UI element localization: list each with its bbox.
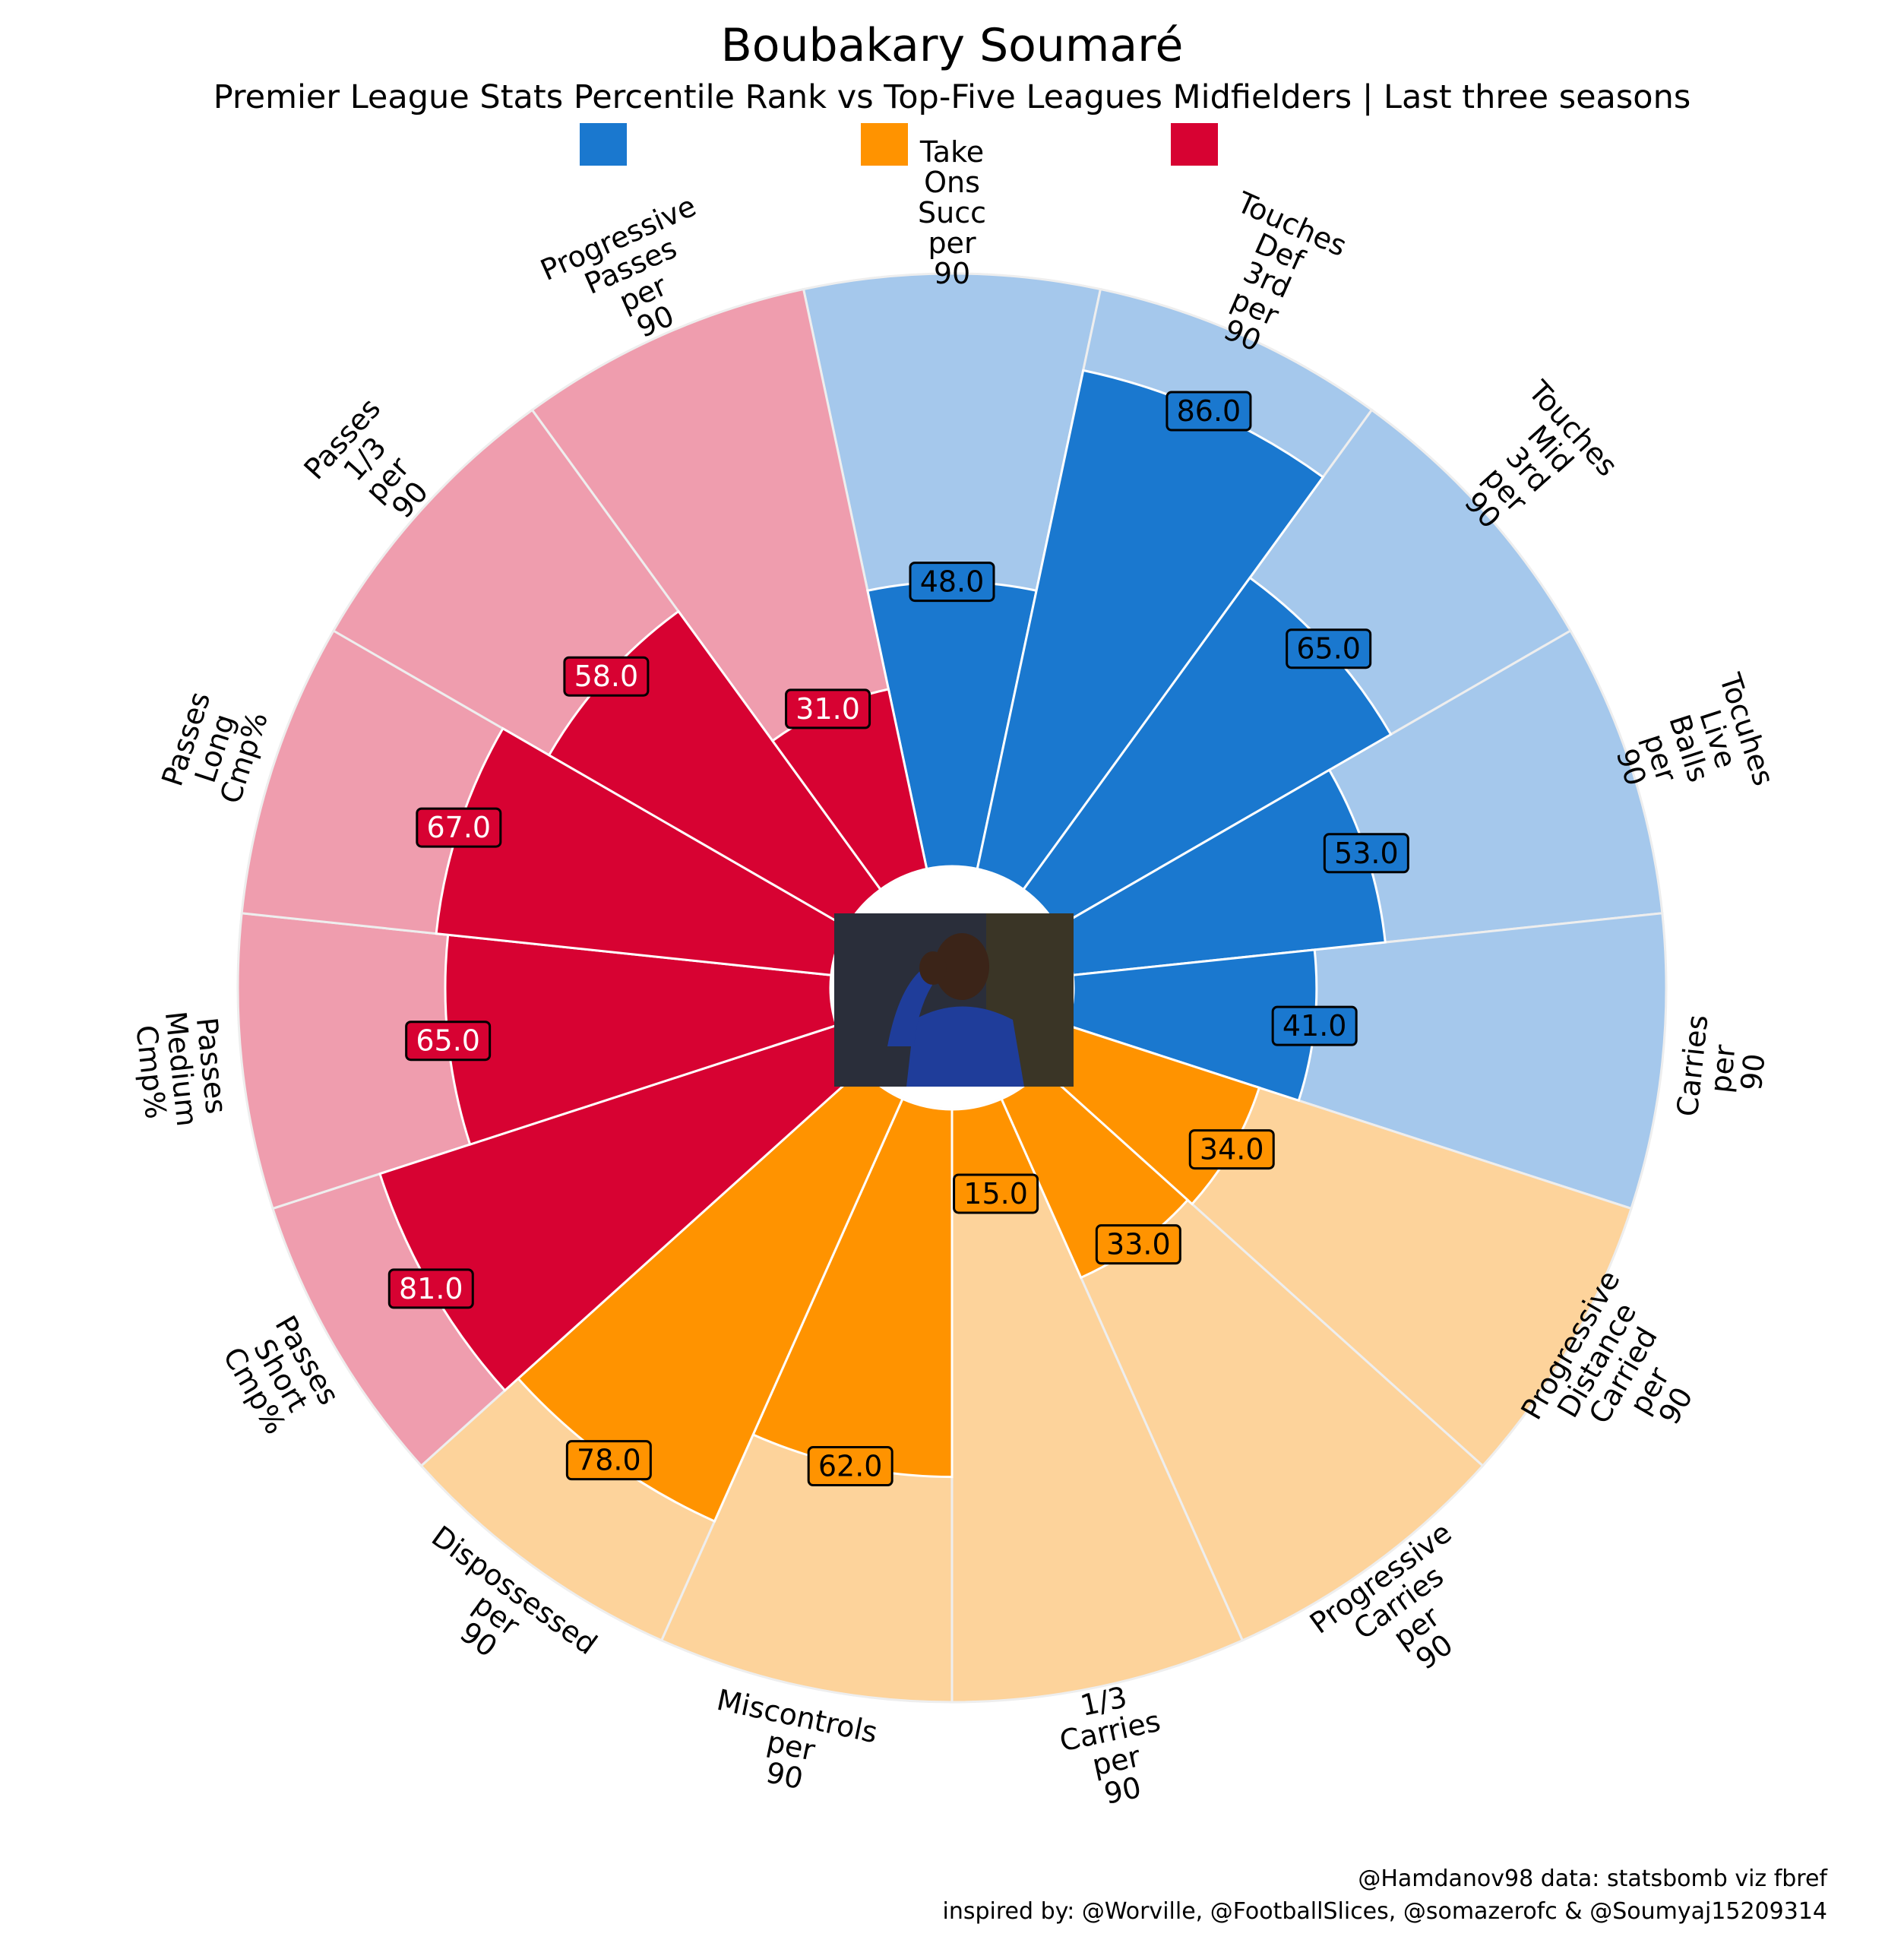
legend-swatch-possession (580, 123, 627, 166)
value-label-box-take-ons-succ-per-90 (909, 562, 995, 603)
value-label-touches-def-3rd-per-90: 86.0 (1165, 391, 1252, 432)
value-label-text-passes-1-3-per-90: 58.0 (574, 660, 639, 693)
value-label-box-miscontrols-per-90 (807, 1446, 893, 1487)
value-label-dispossessed-per-90: 78.0 (565, 1440, 652, 1481)
value-label-text-tocuhes-live-balls-per-90: 53.0 (1334, 837, 1399, 870)
value-label-box-carries-per-90 (1271, 1005, 1358, 1046)
value-label-text-passes-medium-cmp: 65.0 (416, 1024, 480, 1058)
value-label-box-dispossessed-per-90 (565, 1440, 652, 1481)
chart-title: Boubakary Soumaré (721, 19, 1184, 72)
param-label-take-ons-succ-per-90: Take Ons Succ per 90 (918, 135, 986, 290)
value-label-box-tocuhes-live-balls-per-90 (1323, 833, 1409, 874)
value-label-text-touches-mid-3rd-per-90: 65.0 (1296, 632, 1361, 666)
value-label-box-passes-medium-cmp (405, 1021, 492, 1062)
value-label-box-passes-long-cmp (416, 807, 502, 848)
value-label-text-progressive-passes-per-90: 31.0 (795, 692, 860, 726)
legend (580, 123, 1218, 166)
param-label-1-3-carries-per-90: 1/3Carriesper90 (1050, 1675, 1175, 1818)
value-bar-passes-medium-cmp (444, 933, 838, 1147)
value-label-box-touches-mid-3rd-per-90 (1286, 628, 1372, 669)
value-label-text-carries-per-90: 41.0 (1283, 1009, 1347, 1043)
value-label-text-progressive-carries-per-90: 33.0 (1106, 1228, 1171, 1261)
param-label-passes-long-cmp: PassesLongCmp% (155, 688, 274, 809)
legend-swatch-passing (1171, 123, 1218, 166)
value-label-text-touches-def-3rd-per-90: 86.0 (1177, 394, 1241, 428)
value-bar-take-ons-succ-per-90 (866, 581, 1038, 871)
value-label-text-passes-short-cmp: 81.0 (399, 1272, 463, 1305)
credits-line-2: inspired by: @Worville, @FootballSlices,… (943, 1898, 1827, 1925)
value-bar-miscontrols-per-90 (751, 1097, 954, 1479)
value-label-passes-long-cmp: 67.0 (416, 807, 502, 848)
value-label-progressive-distance-carried-per-90: 34.0 (1188, 1129, 1275, 1170)
value-label-text-dispossessed-per-90: 78.0 (577, 1444, 641, 1477)
value-label-box-passes-1-3-per-90 (563, 656, 650, 697)
value-label-progressive-carries-per-90: 33.0 (1095, 1224, 1181, 1265)
value-label-box-progressive-passes-per-90 (785, 688, 871, 729)
legend-swatch-carrying (861, 123, 908, 166)
center-area (832, 868, 1074, 1108)
value-label-text-passes-long-cmp: 67.0 (427, 811, 492, 844)
value-labels: 48.0 86.0 65.0 53.0 41.0 34.0 33.0 15.0 62.0 78.0… (387, 391, 1409, 1487)
param-label-carries-per-90: Carriesper90 (1671, 1013, 1775, 1124)
value-label-tocuhes-live-balls-per-90: 53.0 (1323, 833, 1409, 874)
value-label-text-progressive-distance-carried-per-90: 34.0 (1200, 1133, 1264, 1166)
value-label-passes-medium-cmp: 65.0 (405, 1021, 492, 1062)
player-photo (834, 913, 1074, 1087)
value-label-passes-short-cmp: 81.0 (387, 1268, 474, 1309)
value-label-text-take-ons-succ-per-90: 48.0 (920, 565, 985, 599)
param-label-passes-medium-cmp: PassesMediumCmp% (128, 1007, 234, 1131)
value-label-touches-mid-3rd-per-90: 65.0 (1286, 628, 1372, 669)
value-label-carries-per-90: 41.0 (1271, 1005, 1358, 1046)
value-label-take-ons-succ-per-90: 48.0 (909, 562, 995, 603)
value-label-miscontrols-per-90: 62.0 (807, 1446, 893, 1487)
value-label-progressive-passes-per-90: 31.0 (785, 688, 871, 729)
value-label-box-1-3-carries-per-90 (953, 1173, 1039, 1214)
value-label-1-3-carries-per-90: 15.0 (953, 1173, 1039, 1214)
value-bar-touches-def-3rd-per-90 (976, 369, 1325, 891)
value-label-passes-1-3-per-90: 58.0 (563, 656, 650, 697)
value-label-box-progressive-carries-per-90 (1095, 1224, 1181, 1265)
chart-subtitle: Premier League Stats Percentile Rank vs … (213, 78, 1691, 116)
value-label-text-1-3-carries-per-90: 15.0 (963, 1177, 1028, 1210)
value-label-text-miscontrols-per-90: 62.0 (818, 1450, 883, 1483)
value-label-box-passes-short-cmp (387, 1268, 474, 1309)
param-label-miscontrols-per-90: Miscontrolsper90 (701, 1683, 881, 1809)
value-label-box-progressive-distance-carried-per-90 (1188, 1129, 1275, 1170)
credits-line-1: @Hamdanov98 data: statsbomb viz fbref (1358, 1865, 1828, 1892)
value-label-box-touches-def-3rd-per-90 (1165, 391, 1252, 432)
